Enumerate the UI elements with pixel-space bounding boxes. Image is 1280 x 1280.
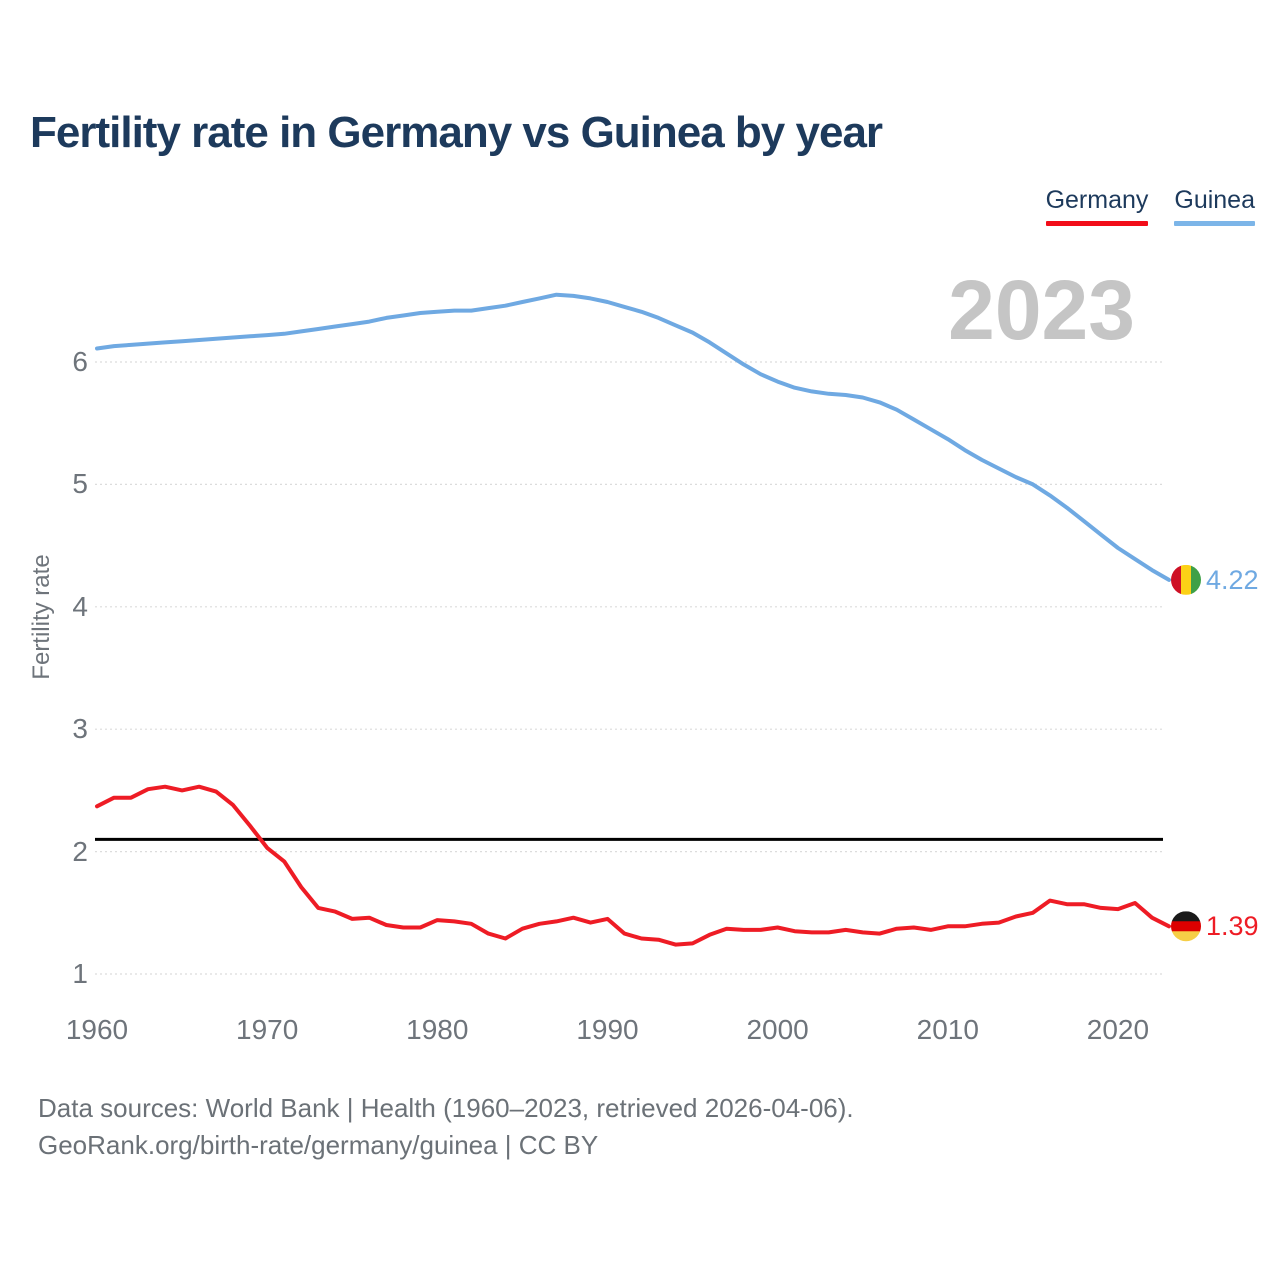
legend-item-guinea[interactable]: Guinea (1174, 186, 1255, 226)
legend-item-germany[interactable]: Germany (1045, 186, 1149, 226)
y-axis-title: Fertility rate (28, 554, 55, 680)
end-value-germany: 1.39 (1206, 911, 1259, 942)
page-title: Fertility rate in Germany vs Guinea by y… (30, 108, 883, 157)
guinea-flag-icon (1171, 564, 1201, 595)
source-line-2: GeoRank.org/birth-rate/germany/guinea | … (38, 1130, 599, 1160)
source-line-1: Data sources: World Bank | Health (1960–… (38, 1093, 854, 1123)
series-line-guinea (95, 292, 1171, 582)
legend-underline-germany (1045, 221, 1149, 226)
year-watermark: 2023 (948, 263, 1135, 357)
legend-label-guinea: Guinea (1174, 186, 1255, 214)
legend-label-germany: Germany (1045, 186, 1149, 214)
series-line-germany (95, 784, 1171, 947)
legend: Germany Guinea (1045, 186, 1255, 226)
legend-underline-guinea (1174, 221, 1255, 226)
germany-flag-icon (1171, 911, 1201, 942)
source-footer: Data sources: World Bank | Health (1960–… (38, 1090, 854, 1164)
end-value-guinea: 4.22 (1206, 564, 1259, 595)
